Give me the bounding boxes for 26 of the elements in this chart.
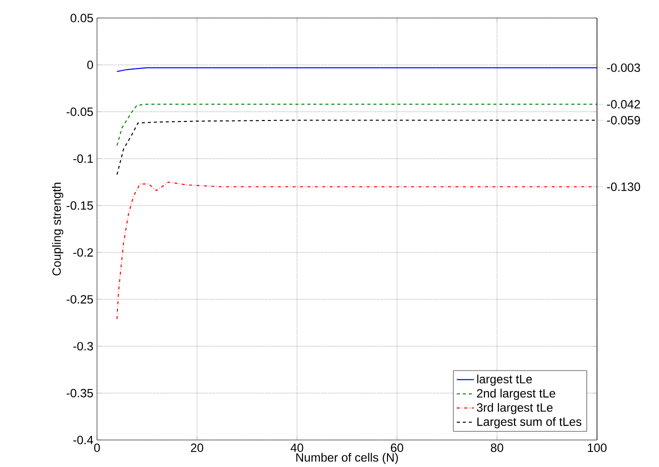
y-tick-label: 0	[87, 60, 94, 69]
legend-label: largest tLe	[477, 374, 532, 386]
y-tick-label: -0.05	[66, 107, 93, 116]
y-tick-label: -0.4	[73, 436, 94, 444]
y-tick-label: -0.25	[66, 294, 93, 304]
legend-label: 3rd largest tLe	[476, 402, 553, 414]
x-tick-label: 60	[390, 443, 404, 452]
y2-tick-label: -0.003	[607, 63, 640, 72]
legend-label: Largest sum of tLes	[477, 416, 582, 428]
y-tick-label: -0.35	[66, 388, 93, 398]
y-tick-label: -0.15	[66, 201, 93, 210]
y-tick-label: -0.3	[73, 342, 93, 350]
y2-tick-label: -0.130	[607, 182, 640, 191]
y2-tick-label: -0.042	[607, 100, 640, 108]
y-tick-label: -0.1	[73, 154, 93, 163]
y-tick-label: 0.05	[70, 14, 93, 22]
x-tick-label: 0	[94, 443, 100, 452]
x-axis-title: Number of cells (N)	[296, 452, 398, 464]
y-tick-label: -0.2	[73, 248, 93, 256]
legend-label: 2nd largest tLe	[477, 388, 556, 400]
x-tick-label: 80	[490, 443, 504, 452]
y-axis-title: Coupling strength	[52, 182, 64, 276]
x-tick-label: 20	[190, 443, 204, 452]
x-tick-label: 40	[290, 443, 304, 452]
x-tick-label: 100	[588, 443, 607, 452]
y2-tick-label: -0.059	[607, 116, 640, 124]
